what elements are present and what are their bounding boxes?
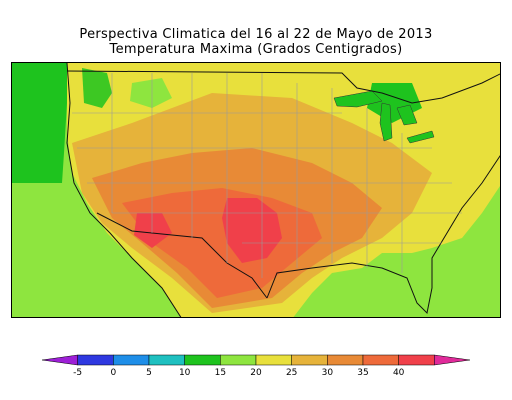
legend-bin	[77, 354, 114, 366]
mexico-border	[96, 212, 268, 299]
pacific-cool-zone	[12, 63, 72, 183]
map-title: Perspectiva Climatica del 16 al 22 de Ma…	[79, 27, 433, 42]
legend-tick-label: 15	[215, 368, 226, 378]
legend-bin	[220, 354, 257, 366]
hot-spot-southwest	[134, 213, 172, 248]
gulf-east-coastline	[266, 155, 500, 315]
legend-tick-label: 25	[286, 368, 297, 378]
legend-tick-label: 0	[110, 368, 116, 378]
legend-bin	[398, 354, 435, 366]
lake-erie	[406, 130, 435, 144]
canada-border	[66, 70, 500, 104]
lake-michigan	[379, 102, 393, 142]
temperature-map	[11, 62, 501, 318]
west-coastline	[66, 63, 182, 317]
legend-tick-label: 30	[322, 368, 334, 378]
legend-tick-label: 5	[146, 368, 152, 378]
lake-huron	[396, 104, 418, 126]
green-patch-nw	[82, 68, 112, 108]
legend-arrow-high	[434, 354, 471, 366]
state-borders	[72, 73, 462, 278]
legend-tick-label: 10	[179, 368, 191, 378]
legend-bin	[148, 354, 185, 366]
legend-bin	[362, 354, 399, 366]
map-svg	[12, 63, 500, 317]
legend-bin	[113, 354, 150, 366]
legend-bin	[327, 354, 364, 366]
legend-bin	[291, 354, 328, 366]
legend-bin	[255, 354, 292, 366]
legend-svg: -5 0 5 10 15 20 25 30 35 40	[41, 354, 471, 378]
lake-superior	[333, 90, 383, 108]
map-subtitle: Temperatura Maxima (Grados Centigrados)	[109, 42, 403, 57]
legend-tick-label: 40	[393, 368, 405, 378]
legend-tick-label: -5	[73, 368, 82, 378]
green-patch-north	[130, 78, 172, 108]
color-scale-legend: -5 0 5 10 15 20 25 30 35 40	[0, 348, 512, 388]
legend-arrow-low	[41, 354, 78, 366]
legend-tick-label: 35	[357, 368, 368, 378]
hot-spot-texas	[222, 198, 282, 263]
legend-bin	[184, 354, 221, 366]
legend-tick-label: 20	[250, 368, 262, 378]
